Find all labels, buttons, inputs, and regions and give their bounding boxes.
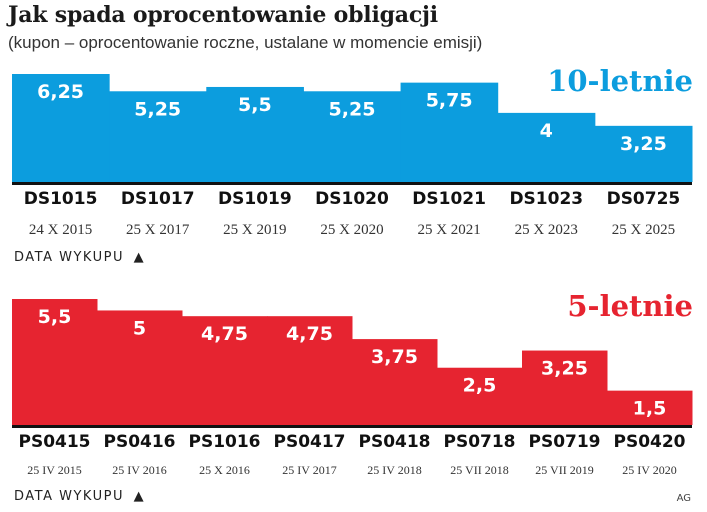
chart-title: Jak spada oprocentowanie obligacji xyxy=(8,2,438,28)
bar-value-label: 5,25 xyxy=(329,98,376,120)
bond-code-label: PS0415 xyxy=(18,432,91,452)
maturity-date-label: 25 X 2021 xyxy=(417,222,481,238)
bar-5-year-ps0417 xyxy=(267,316,353,425)
maturity-date-label: 25 X 2017 xyxy=(126,222,190,238)
maturity-date-label: 25 VII 2018 xyxy=(450,463,509,477)
bar-5-year-ps0718 xyxy=(437,367,523,425)
maturity-date-label: 25 IV 2020 xyxy=(622,463,677,477)
maturity-date-label: 25 IV 2018 xyxy=(367,463,422,477)
bar-value-label: 5,5 xyxy=(38,306,72,328)
bar-10-year-ds1021 xyxy=(400,82,499,182)
maturity-date-label: 25 X 2019 xyxy=(223,222,287,238)
bar-value-label: 2,5 xyxy=(463,375,497,397)
bond-code-label: PS0718 xyxy=(443,432,516,452)
bond-codes-10-year: DS1015 DS1017 DS1019 DS1020 DS1021 DS1023 DS07… xyxy=(0,189,692,209)
maturity-date-label: 24 X 2015 xyxy=(28,222,93,238)
axis-caption-text: DATA WYKUPU xyxy=(14,250,124,265)
maturity-dates-5-year: 25 IV 2015 25 IV 2016 25 X 2016 25 IV 2017 2… xyxy=(0,463,692,478)
bar-10-year-ds1017 xyxy=(109,91,207,182)
chart-subtitle: (kupon – oprocentowanie roczne, ustalane… xyxy=(8,33,483,52)
bar-5-year-ps0719 xyxy=(522,350,608,425)
bond-code-label: PS0420 xyxy=(613,432,686,452)
bar-value-label: 4,75 xyxy=(201,323,248,345)
axis-caption-text: DATA WYKUPU xyxy=(14,489,124,504)
axis-caption-10-year: DATA WYKUPU ▲ xyxy=(14,250,145,265)
maturity-date-label: 25 IV 2015 xyxy=(27,463,82,477)
bar-10-year-ds1015 xyxy=(12,74,110,182)
bond-code-label: PS0418 xyxy=(358,432,431,452)
bar-value-label: 3,25 xyxy=(541,358,588,380)
bond-code-label: PS0719 xyxy=(528,432,601,452)
maturity-date-label: 25 X 2025 xyxy=(611,222,676,238)
maturity-date-label: 25 X 2016 xyxy=(199,463,250,477)
up-arrow-icon: ▲ xyxy=(133,489,146,504)
maturity-date-label: 25 X 2023 xyxy=(514,222,578,238)
bond-code-label: DS1015 xyxy=(23,189,98,209)
bond-code-label: DS1019 xyxy=(218,189,292,209)
bond-code-label: DS1021 xyxy=(412,189,486,209)
bar-10-year-ds1023 xyxy=(497,112,596,182)
bar-value-label: 3,75 xyxy=(371,346,418,368)
bar-value-label: 4,75 xyxy=(286,323,333,345)
bar-value-label: 5,75 xyxy=(426,90,473,112)
up-arrow-icon: ▲ xyxy=(133,250,146,265)
series-title-10-year: 10-letnie xyxy=(547,64,693,98)
axis-caption-5-year: DATA WYKUPU ▲ xyxy=(14,489,145,504)
bond-code-label: PS1016 xyxy=(188,432,261,452)
bar-5-year-ps0420 xyxy=(607,390,693,425)
bar-5-year-ps0415 xyxy=(12,299,98,425)
bar-value-label: 1,5 xyxy=(633,398,667,420)
bar-5-year-ps0416 xyxy=(97,310,183,425)
bond-code-label: PS0416 xyxy=(103,432,176,452)
bar-value-label: 6,25 xyxy=(37,81,84,103)
bond-code-label: DS1017 xyxy=(120,189,195,209)
bond-code-label: DS1020 xyxy=(315,189,389,209)
bar-10-year-ds1020 xyxy=(303,91,402,182)
bar-5-year-ps1016 xyxy=(182,316,268,425)
bar-10-year-ds1019 xyxy=(206,86,304,182)
bar-value-label: 4 xyxy=(540,120,553,142)
maturity-date-label: 25 IV 2016 xyxy=(112,463,167,477)
bar-10-year-ds0725 xyxy=(594,125,693,182)
bar-value-label: 5 xyxy=(133,317,146,339)
maturity-date-label: 25 VII 2019 xyxy=(535,463,594,477)
bond-codes-5-year: PS0415 PS0416 PS1016 PS0417 PS0418 PS0718 PS07… xyxy=(0,432,692,452)
maturity-dates-10-year: 24 X 2015 25 X 2017 25 X 2019 25 X 2020 25 X… xyxy=(0,222,692,239)
bond-code-label: DS1023 xyxy=(509,189,584,209)
series-title-5-year: 5-letnie xyxy=(567,289,693,323)
credit: AG xyxy=(676,493,691,504)
bar-5-year-ps0418 xyxy=(352,339,438,425)
maturity-date-label: 25 IV 2017 xyxy=(282,463,337,477)
maturity-date-label: 25 X 2020 xyxy=(320,222,384,238)
bar-value-label: 3,25 xyxy=(620,133,667,155)
bar-value-label: 5,5 xyxy=(238,94,272,116)
bar-value-label: 5,25 xyxy=(134,98,181,120)
bond-code-label: DS0725 xyxy=(606,189,681,209)
bond-code-label: PS0417 xyxy=(273,432,346,452)
